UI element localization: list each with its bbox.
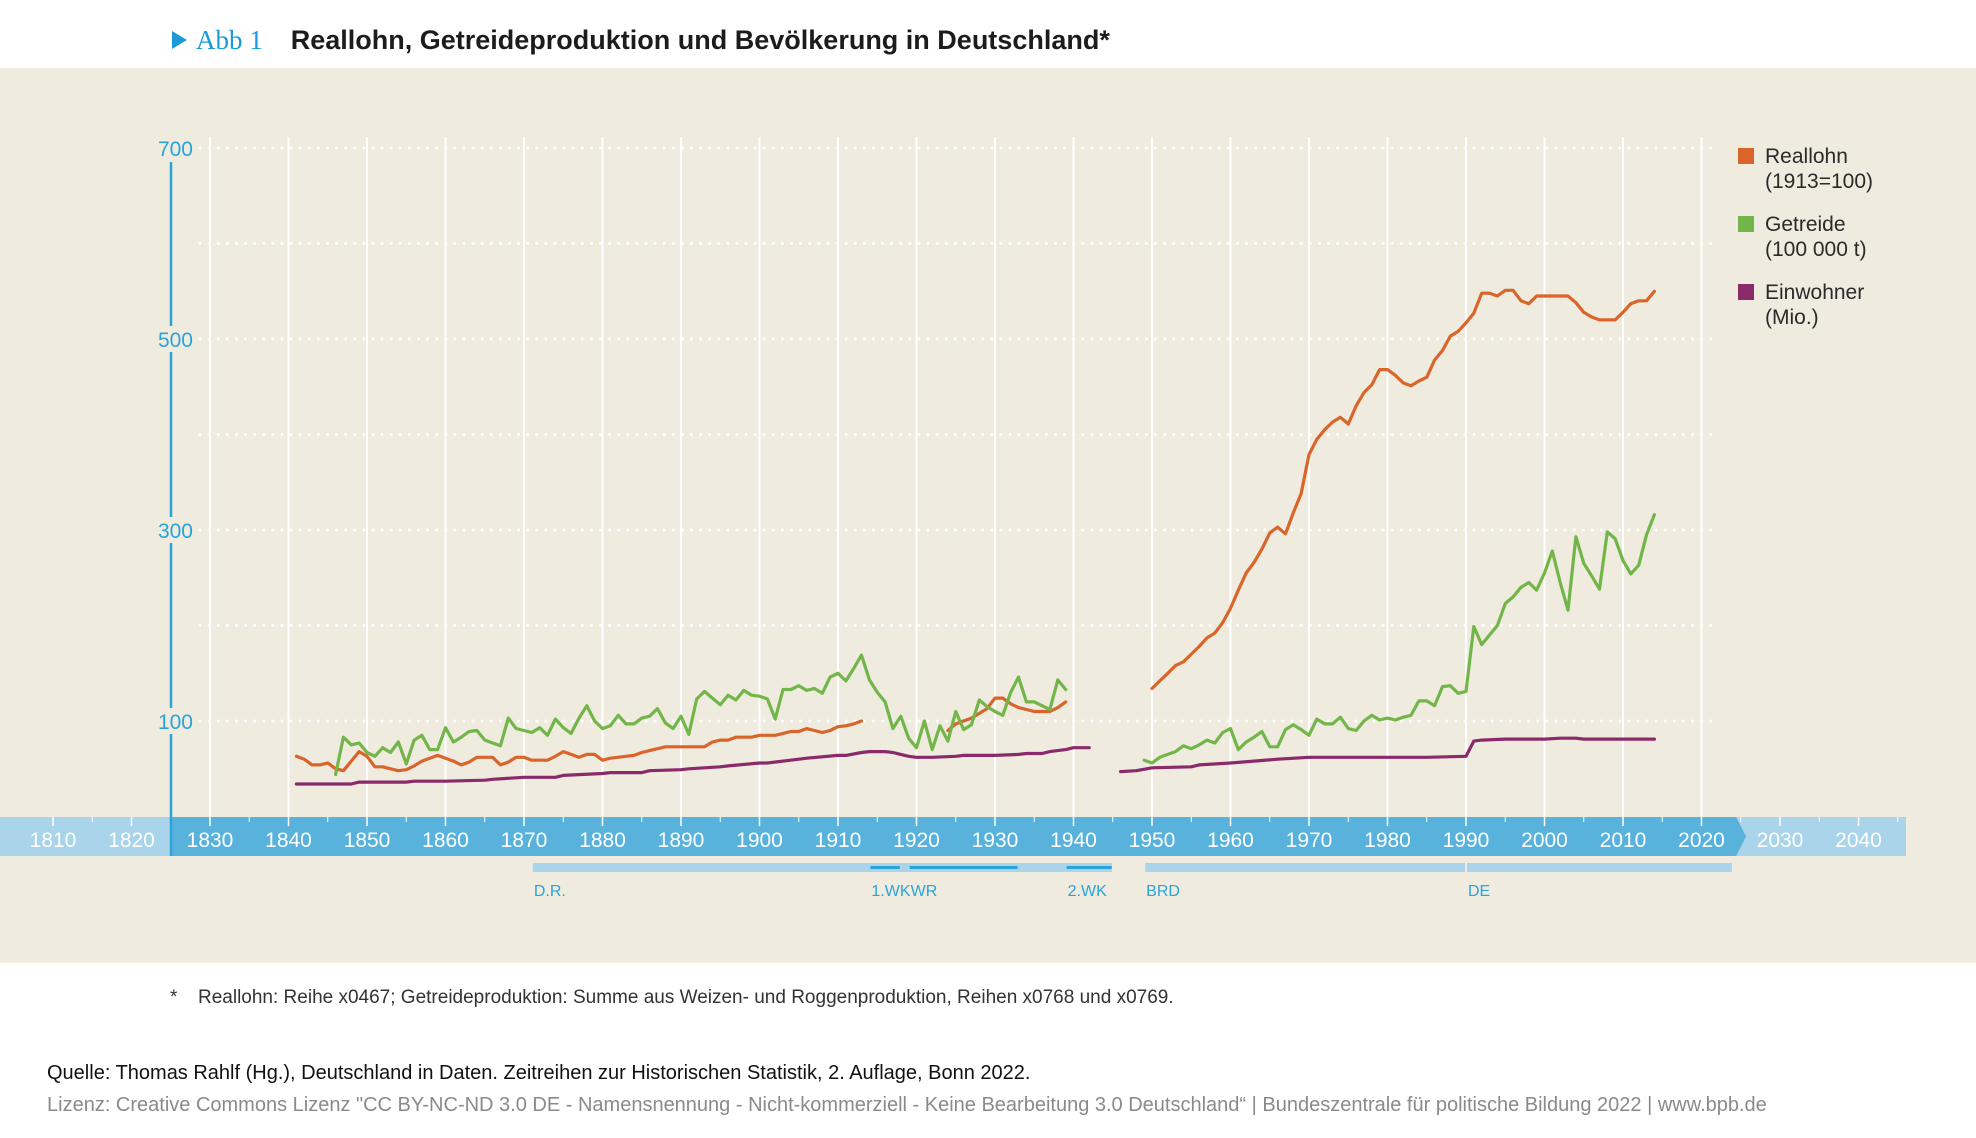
figure-number: Abb 1 [196,24,263,55]
series-line-einwohner [1118,736,1657,774]
x-tick-label: 1960 [1207,829,1254,852]
chart-panel [0,68,1976,963]
x-tick-label: 1950 [1129,829,1176,852]
y-axis: 100 300 500 700 [150,135,196,856]
timeline-axis: 1810 1820 1830 1840 1850 1860 1870 1880 1890 1900… [0,817,1906,856]
period-label: DE [1468,883,1490,900]
source-citation: Quelle: Thomas Rahlf (Hg.), Deutschland … [47,1062,1031,1084]
x-tick-label: 2040 [1835,829,1882,852]
x-tick-label: 1870 [501,829,548,852]
x-tick-label: 1860 [422,829,469,852]
x-tick-label: 1890 [658,829,705,852]
legend-item-reallohn: Reallohn (1913=100) [1738,144,1873,194]
footnote-marker: * [170,987,178,1008]
period-label: 2.WK [1068,883,1107,900]
y-tick-label-bg [150,708,196,734]
license-text: Lizenz: Creative Commons Lizenz "CC BY-N… [47,1094,1767,1116]
y-tick-label: 300 [158,520,193,543]
series-line-getreide [334,653,1068,777]
period-label: WR [911,883,938,900]
x-tick-label: 2000 [1521,829,1568,852]
legend-swatch [1738,216,1754,232]
period-label: 1.WK [871,883,910,900]
legend-label: Getreide (100 000 t) [1765,213,1867,261]
legend-item-getreide: Getreide (100 000 t) [1738,212,1873,262]
y-tick-label: 100 [158,711,193,734]
x-tick-label: 1880 [579,829,626,852]
x-tick-label: 1930 [972,829,1019,852]
period-bar [1467,863,1732,872]
x-tick-label: 1980 [1364,829,1411,852]
x-tick-label: 2010 [1600,829,1647,852]
x-tick-label: 1840 [265,829,312,852]
period-bar [1145,863,1465,872]
footnote: * Reallohn: Reihe x0467; Getreideprodukti… [170,987,1174,1009]
x-tick-label: 2030 [1757,829,1804,852]
y-tick-label: 700 [158,138,193,161]
chart-title: Reallohn, Getreideproduktion und Bevölke… [290,24,1110,55]
period-bar [532,863,1112,872]
timeline-band-dark [170,817,1747,856]
legend: Reallohn (1913=100) Getreide (100 000 t)… [1738,144,1873,348]
x-tick-label: 1820 [108,829,155,852]
x-tick-label: 1990 [1443,829,1490,852]
series-line-reallohn [294,719,864,773]
x-tick-label: 1910 [815,829,862,852]
x-tick-label: 1830 [187,829,234,852]
period-label: BRD [1146,883,1180,900]
series-line-getreide [1142,513,1657,765]
series-line-einwohner [294,746,1091,786]
x-tick-label: 1970 [1286,829,1333,852]
x-tick-label: 1940 [1050,829,1097,852]
y-tick-label-bg [150,326,196,352]
gridlines [198,137,1715,817]
x-tick-label: 1920 [893,829,940,852]
x-tick-label: 1810 [30,829,77,852]
legend-label: Reallohn (1913=100) [1765,145,1874,193]
y-tick-label: 500 [158,329,193,352]
series-line-reallohn [1150,288,1657,691]
legend-label: Einwohner (Mio.) [1765,281,1865,329]
footnote-text: Reallohn: Reihe x0467; Getreideproduktio… [198,987,1174,1008]
period-label: D.R. [534,883,566,900]
legend-item-einwohner: Einwohner (Mio.) [1738,280,1873,330]
x-tick-label: 1900 [736,829,783,852]
legend-swatch [1738,148,1754,164]
y-tick-label-bg [150,517,196,543]
x-tick-label: 1850 [344,829,391,852]
series-lines [294,288,1657,786]
legend-swatch [1738,284,1754,300]
period-bars: D.R. 1.WK WR 2.WK BRD DE [532,863,1732,900]
y-tick-label-bg [150,135,196,161]
x-tick-label: 2020 [1678,829,1725,852]
play-triangle-icon [172,31,187,49]
figure-header: Abb 1 Reallohn, Getreideproduktion und B… [172,20,1110,60]
